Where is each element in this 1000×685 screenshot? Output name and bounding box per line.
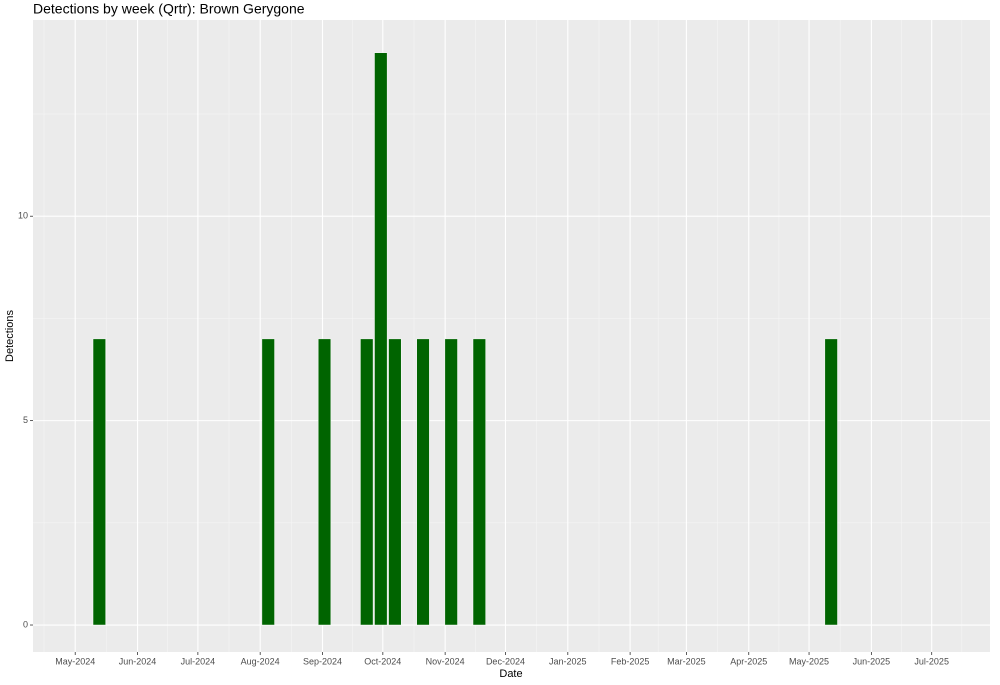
x-tick-label: Dec-2024 bbox=[486, 656, 525, 666]
bar bbox=[388, 338, 402, 626]
x-tick-label: Jan-2025 bbox=[549, 656, 587, 666]
bar bbox=[824, 338, 838, 626]
bar bbox=[416, 338, 430, 626]
x-axis-title: Date bbox=[499, 668, 522, 680]
x-tick-label: Aug-2024 bbox=[241, 656, 280, 666]
x-tick-label: Nov-2024 bbox=[426, 656, 465, 666]
x-tick-label: Sep-2024 bbox=[303, 656, 342, 666]
y-tick-label: 0 bbox=[23, 619, 28, 629]
bar bbox=[472, 338, 486, 626]
x-tick-label: Jul-2025 bbox=[914, 656, 949, 666]
bar bbox=[317, 338, 332, 626]
bar bbox=[374, 52, 388, 626]
x-tick-label: May-2025 bbox=[789, 656, 829, 666]
bar bbox=[92, 338, 106, 626]
y-axis-title: Detections bbox=[4, 310, 16, 362]
bar bbox=[261, 338, 275, 626]
x-tick-label: Jun-2024 bbox=[119, 656, 157, 666]
bar bbox=[360, 338, 374, 626]
x-tick-label: Mar-2025 bbox=[667, 656, 706, 666]
x-tick-label: Jun-2025 bbox=[853, 656, 891, 666]
y-tick-label: 10 bbox=[18, 211, 28, 221]
x-tick-label: Feb-2025 bbox=[611, 656, 650, 666]
x-tick-label: May-2024 bbox=[55, 656, 95, 666]
bar bbox=[444, 338, 458, 626]
x-tick-label: Oct-2024 bbox=[364, 656, 401, 666]
x-tick-label: Jul-2024 bbox=[181, 656, 216, 666]
marks bbox=[92, 52, 838, 626]
panel bbox=[33, 20, 990, 652]
y-tick-label: 5 bbox=[23, 415, 28, 425]
x-tick-label: Apr-2025 bbox=[730, 656, 767, 666]
chart-title: Detections by week (Qrtr): Brown Gerygon… bbox=[33, 1, 305, 17]
